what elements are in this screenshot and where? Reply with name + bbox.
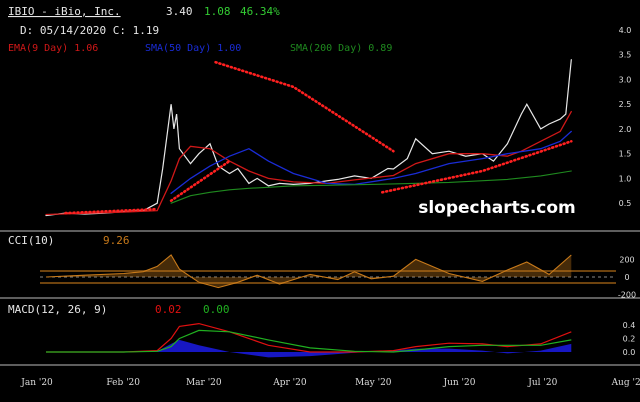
- price-tick-label: 0.5: [619, 199, 632, 208]
- cci-label: CCI(10): [8, 234, 54, 247]
- trend-line-4: [380, 140, 573, 194]
- price-tick-label: 2.5: [619, 100, 632, 109]
- macd-tick-label: 0.2: [623, 335, 636, 344]
- trend-line-2: [169, 159, 231, 202]
- macd-signal-line: [46, 329, 572, 353]
- price-tick-label: 3.0: [619, 76, 632, 85]
- cci-tick-label: 0: [624, 273, 629, 282]
- cci-area: [46, 255, 572, 288]
- macd-signal-value: 0.00: [203, 303, 230, 316]
- last-price: 3.40: [166, 5, 193, 18]
- price-change: 1.08: [204, 5, 231, 18]
- trend-line-3: [214, 60, 395, 153]
- cci-plot: [45, 254, 572, 289]
- month-label: Mar '20: [186, 378, 222, 388]
- macd-label: MACD(12, 26, 9): [8, 303, 107, 316]
- cci-value: 9.26: [103, 234, 130, 247]
- watermark: slopecharts.com: [418, 198, 576, 218]
- symbol-title[interactable]: IBIO - iBio, Inc.: [8, 5, 121, 18]
- cci-y-axis: 200 0 -200: [618, 255, 636, 299]
- price-tick-label: 1.0: [619, 174, 632, 183]
- macd-y-axis: 0.4 0.2 0.0: [623, 321, 636, 357]
- price-tick-label: 3.5: [619, 51, 632, 60]
- price-tick-label: 4.0: [619, 26, 632, 35]
- month-label: Feb '20: [106, 378, 140, 388]
- price-plot: [45, 59, 573, 217]
- date-close-readout: D: 05/14/2020 C: 1.19: [20, 24, 159, 37]
- macd-tick-label: 0.0: [623, 348, 636, 357]
- month-label: Apr '20: [272, 378, 307, 388]
- macd-histogram: [46, 339, 572, 358]
- cci-tick-label: -200: [618, 291, 636, 300]
- price-tick-label: 2.0: [619, 125, 632, 134]
- legend-sma200: SMA(200 Day) 0.89: [290, 43, 392, 54]
- cci-reference-lines: [40, 270, 616, 284]
- macd-tick-label: 0.4: [623, 321, 636, 330]
- legend-sma50: SMA(50 Day) 1.00: [145, 43, 241, 54]
- month-label: Aug '20: [611, 378, 640, 388]
- price-change-pct: 46.34%: [240, 5, 280, 18]
- month-label: Jul '20: [527, 378, 557, 388]
- legend-ema: EMA(9 Day) 1.06: [8, 43, 98, 54]
- trend-line-1: [64, 207, 159, 215]
- cci-line: [45, 254, 572, 289]
- macd-value: 0.02: [155, 303, 182, 316]
- month-label: Jan '20: [20, 378, 53, 388]
- cci-tick-label: 200: [619, 255, 634, 264]
- macd-plot: [46, 322, 572, 358]
- series-ema-9-day: [45, 110, 572, 216]
- x-axis: Jan '20 Feb '20 Mar '20 Apr '20 May '20 Jun '…: [20, 378, 640, 388]
- series-price: [45, 59, 572, 217]
- price-tick-label: 1.5: [619, 150, 632, 159]
- price-y-axis: 4.0 3.5 3.0 2.5 2.0 1.5 1.0 0.5: [619, 26, 632, 208]
- month-label: May '20: [355, 378, 392, 388]
- series-sma-200-day: [170, 170, 572, 204]
- month-label: Jun '20: [443, 378, 476, 388]
